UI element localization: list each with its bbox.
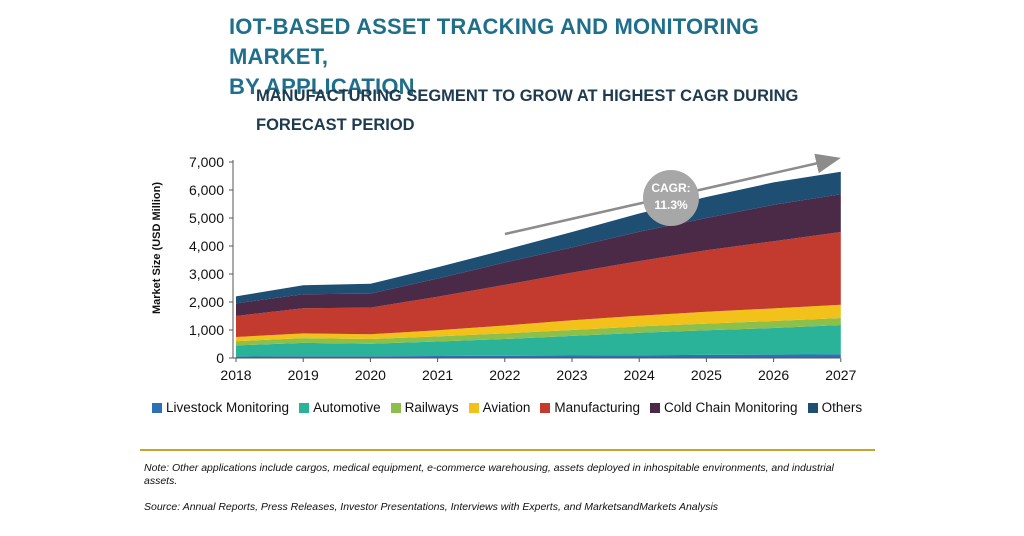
legend-swatch	[299, 402, 310, 413]
legend-label: Aviation	[482, 400, 531, 415]
area-livestock-monitoring	[236, 354, 841, 358]
x-tick-label: 2027	[825, 367, 856, 383]
legend-item: Others	[807, 400, 863, 415]
subtitle-line-1: MANUFACTURING SEGMENT TO GROW AT HIGHEST…	[256, 87, 799, 105]
y-tick-label: 6,000	[189, 182, 224, 198]
divider-line	[140, 449, 875, 451]
legend-label: Livestock Monitoring	[166, 400, 290, 415]
x-tick-label: 2021	[422, 367, 453, 383]
legend-item: Aviation	[468, 400, 531, 415]
x-tick-label: 2023	[556, 367, 587, 383]
y-tick-label: 5,000	[189, 210, 224, 226]
area-railways	[236, 318, 841, 346]
source-text: Source: Annual Reports, Press Releases, …	[144, 501, 719, 513]
y-tick-label: 1,000	[189, 322, 224, 338]
y-tick-label: 7,000	[189, 154, 224, 170]
area-manufacturing	[236, 232, 841, 337]
x-tick-label: 2024	[624, 367, 655, 383]
legend-label: Manufacturing	[554, 400, 640, 415]
legend-label: Automotive	[313, 400, 381, 415]
y-tick-label: 3,000	[189, 266, 224, 282]
title-line-2: BY APPLICATION	[229, 74, 415, 99]
cagr-value: 11.3%	[654, 198, 688, 212]
x-tick-label: 2018	[220, 367, 251, 383]
legend-item: Livestock Monitoring	[152, 400, 289, 415]
legend-label: Others	[821, 400, 863, 415]
legend-swatch	[649, 402, 660, 413]
cagr-badge	[643, 170, 699, 226]
area-cold-chain-monitoring	[236, 194, 841, 316]
x-axis-ticks: 2018 2019 2020 2021 2022 2023 2024 2025 2026 2027	[220, 358, 857, 383]
title-line-1: IOT-BASED ASSET TRACKING AND MONITORING …	[229, 14, 760, 69]
series-areas	[236, 171, 841, 358]
x-tick-label: 2026	[758, 367, 789, 383]
note-text: Note: Other applications include cargos,…	[144, 462, 834, 487]
legend-item: Railways	[390, 400, 459, 415]
legend-swatch	[152, 402, 162, 413]
chart-subtitle: MANUFACTURING SEGMENT TO GROW AT HIGHEST…	[256, 82, 816, 140]
legend-item: Manufacturing	[540, 400, 640, 415]
x-tick-label: 2020	[355, 367, 386, 383]
y-tick-label: 2,000	[189, 294, 224, 310]
x-tick-label: 2019	[288, 367, 319, 383]
legend-swatch	[390, 402, 401, 413]
area-aviation	[236, 304, 841, 342]
legend-swatch	[540, 402, 551, 413]
subtitle-line-2: FORECAST PERIOD	[256, 116, 415, 134]
y-axis-label: Market Size (USD Million)	[151, 182, 163, 314]
legend-label: Railways	[404, 400, 459, 415]
legend-item: Automotive	[299, 400, 381, 415]
y-axis-ticks: 0 1,000 2,000 3,000 4,000 5,000 6,000 7,000	[189, 154, 233, 366]
stacked-area-chart: 0 1,000 2,000 3,000 4,000 5,000 6,000 7,000 201…	[151, 153, 857, 383]
x-tick-label: 2022	[489, 367, 520, 383]
chart-legend: Livestock Monitoring Automotive Railways Av…	[152, 400, 862, 415]
cagr-label: CAGR:	[651, 181, 690, 195]
x-tick-label: 2025	[691, 367, 722, 383]
y-tick-label: 4,000	[189, 238, 224, 254]
y-tick-label: 0	[216, 350, 224, 366]
legend-swatch	[468, 402, 479, 413]
legend-item: Cold Chain Monitoring	[649, 400, 798, 415]
legend-swatch	[807, 402, 818, 413]
legend-label: Cold Chain Monitoring	[663, 400, 798, 415]
chart-title: IOT-BASED ASSET TRACKING AND MONITORING …	[229, 12, 829, 102]
area-automotive	[236, 325, 841, 357]
